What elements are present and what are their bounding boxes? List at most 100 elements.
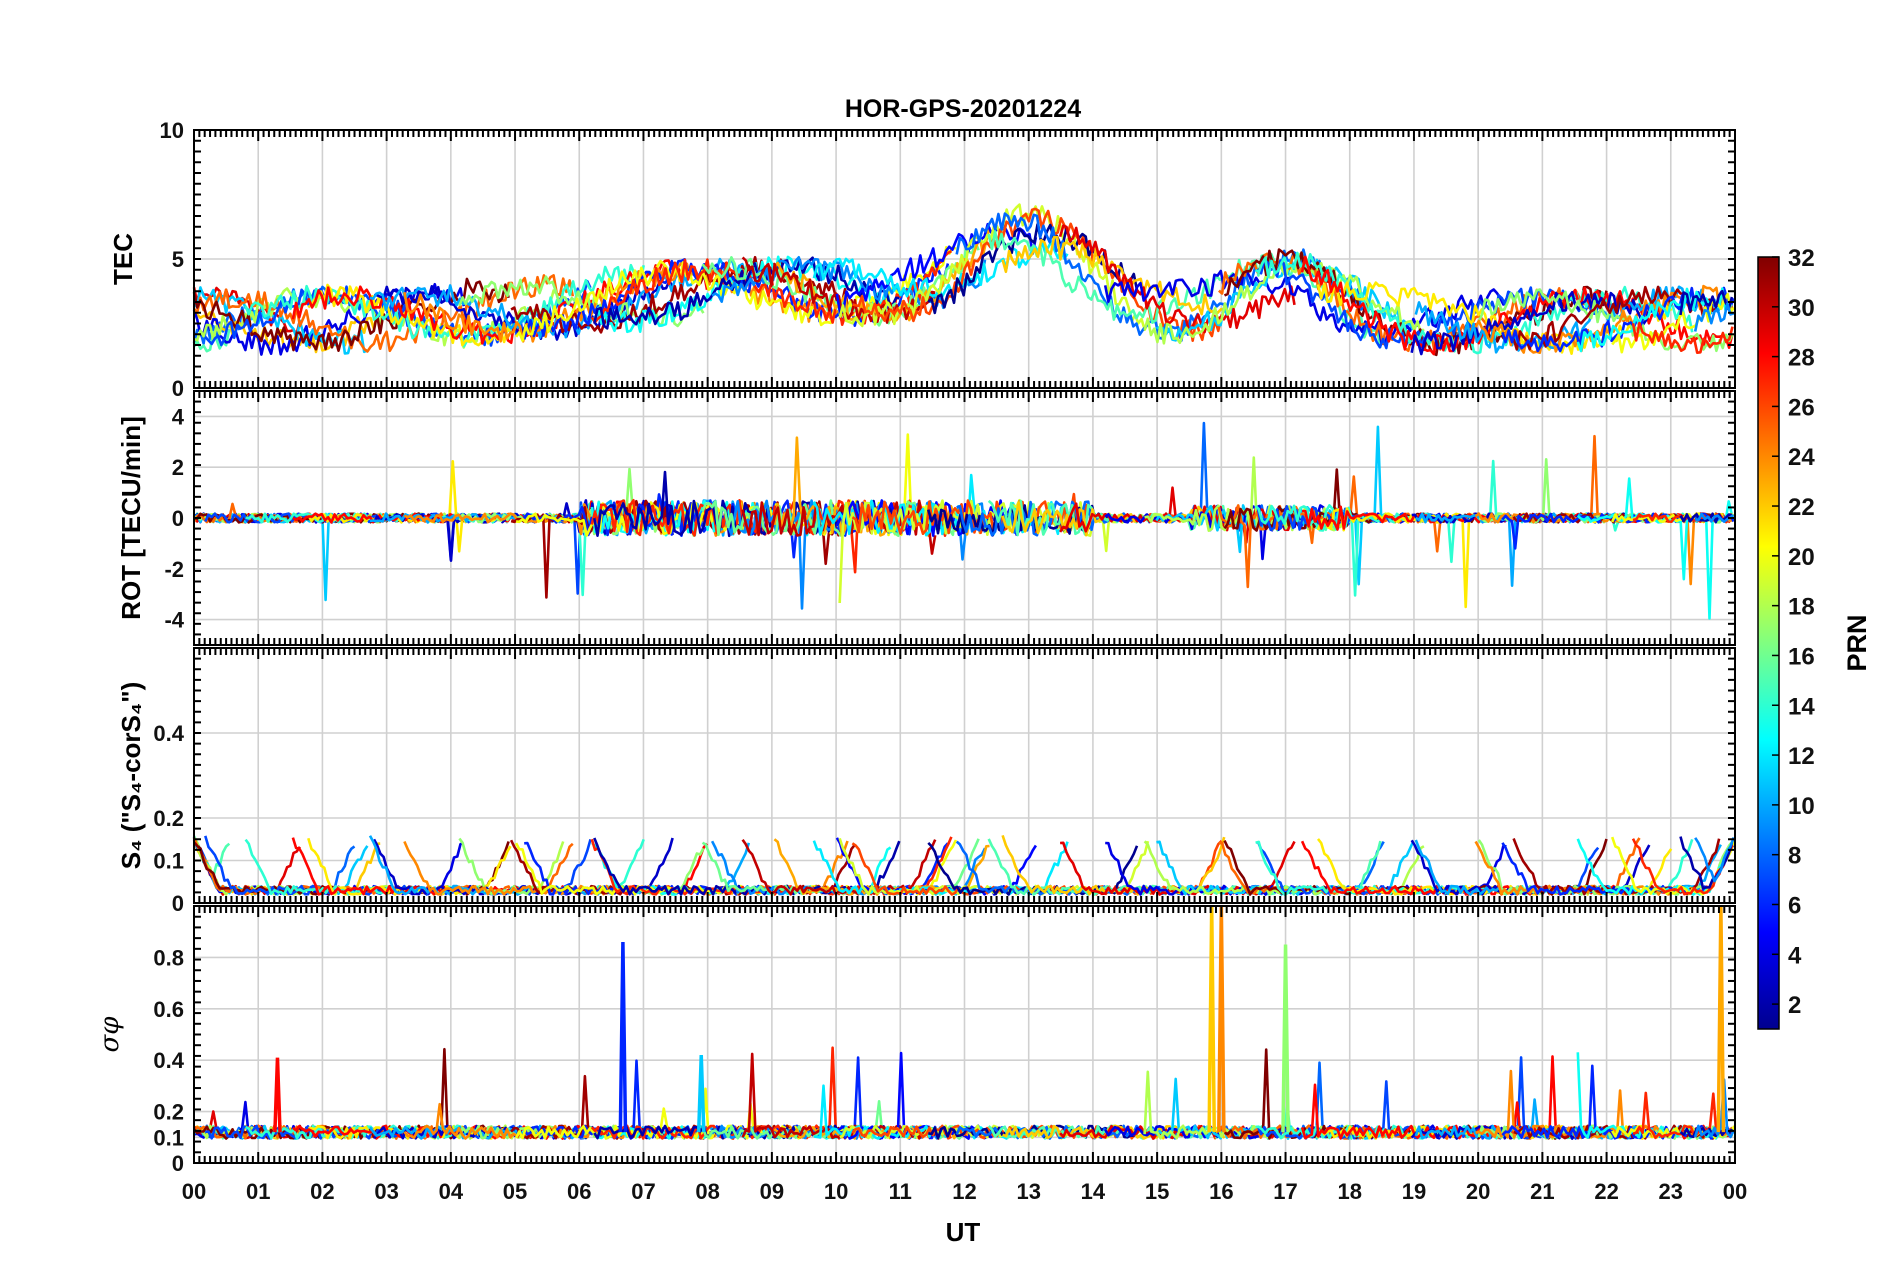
- y-tick-label: 0.2: [153, 806, 184, 831]
- y-tick-label: 10: [160, 118, 184, 143]
- colorbar-tick-label: 18: [1788, 594, 1815, 621]
- colorbar-tick-label: 32: [1788, 245, 1815, 272]
- y-tick-label: 0.6: [153, 997, 184, 1022]
- data-line: [591, 255, 892, 334]
- data-line: [1058, 224, 1296, 334]
- data-line: [1694, 512, 1735, 523]
- x-tick-label: 01: [246, 1179, 270, 1204]
- x-tick-label: 04: [439, 1179, 464, 1204]
- data-spike: [618, 941, 628, 1133]
- data-line: [852, 207, 1223, 342]
- sigma-phi-panel: 00.10.2 0.4 0.6 0.8 σφ: [95, 905, 1736, 1176]
- y-tick-label: 5: [172, 247, 184, 272]
- colorbar-tick-label: 28: [1788, 345, 1815, 372]
- x-tick-label: 21: [1530, 1179, 1554, 1204]
- colorbar-tick-label: 6: [1788, 892, 1801, 919]
- data-line: [1693, 302, 1735, 332]
- x-tick-label: 07: [631, 1179, 655, 1204]
- colorbar-gradient: [1757, 256, 1780, 1030]
- sigma-phi-panel-y-label: σφ: [95, 1016, 125, 1053]
- data-line: [1576, 287, 1733, 353]
- rot-panel-y-label: ROT [TECU/min]: [116, 416, 146, 620]
- data-line: [593, 256, 900, 330]
- data-spike: [273, 1057, 282, 1133]
- y-tick-label: -2: [164, 557, 184, 582]
- colorbar-tick-label: 4: [1788, 942, 1802, 969]
- data-line: [1679, 1126, 1733, 1139]
- data-line: [1477, 288, 1734, 353]
- x-tick-label: 02: [310, 1179, 334, 1204]
- x-tick-label: 14: [1081, 1179, 1106, 1204]
- x-tick-label: 17: [1273, 1179, 1297, 1204]
- x-tick-label: 10: [824, 1179, 848, 1204]
- tec-panel-y-label: TEC: [108, 233, 138, 285]
- x-tick-label: 00: [1723, 1179, 1747, 1204]
- x-tick-label: 03: [374, 1179, 398, 1204]
- x-tick-label: 13: [1016, 1179, 1040, 1204]
- data-line: [510, 255, 856, 334]
- y-tick-label: 0.1: [153, 1125, 184, 1150]
- colorbar-tick-label: 14: [1788, 693, 1815, 720]
- colorbar-tick-label: 30: [1788, 295, 1815, 322]
- x-tick-label: 15: [1145, 1179, 1169, 1204]
- data-line: [773, 436, 991, 537]
- data-line: [458, 275, 705, 328]
- sigma-phi-panel-grid: [193, 906, 1736, 1164]
- y-tick-label: 2: [172, 455, 184, 480]
- x-tick-label: 00: [182, 1179, 206, 1204]
- x-tick-label: 09: [760, 1179, 784, 1204]
- tec-panel-axes: 0 5 10: [160, 118, 1736, 401]
- x-tick-label: 19: [1402, 1179, 1426, 1204]
- colorbar-tick-label: 24: [1788, 444, 1815, 471]
- rot-panel: -4 -2 0 2 4 ROT [TECU/min]: [116, 390, 1736, 646]
- data-line: [812, 240, 1069, 298]
- sigma-phi-panel-series: [192, 905, 1736, 1140]
- data-line: [741, 838, 937, 896]
- x-axis-label: UT: [946, 1217, 981, 1247]
- x-tick-label: 20: [1466, 1179, 1490, 1204]
- colorbar-tick-label: 16: [1788, 643, 1815, 670]
- colorbar-tick-label: 20: [1788, 544, 1815, 571]
- data-line: [1631, 321, 1734, 354]
- y-tick-label: 0.2: [153, 1100, 184, 1125]
- x-tick-label: 23: [1659, 1179, 1683, 1204]
- y-tick-label: 0.4: [153, 721, 184, 746]
- s4-panel-grid: [193, 648, 1736, 904]
- s4-panel-axes: 0 0.1 0.2 0.4: [153, 647, 1736, 916]
- x-tick-label: 05: [503, 1179, 527, 1204]
- y-tick-label: 0: [172, 506, 184, 531]
- colorbar-label: PRN: [1842, 614, 1872, 671]
- y-tick-label: 0: [172, 376, 184, 401]
- s4-panel-series: [192, 834, 1736, 896]
- data-line: [1694, 837, 1735, 883]
- x-tick-label: 22: [1594, 1179, 1618, 1204]
- y-tick-label: 0.8: [153, 945, 184, 970]
- x-tick-label: 08: [695, 1179, 719, 1204]
- tec-panel-series: [192, 203, 1736, 357]
- data-spike: [1281, 944, 1290, 1133]
- colorbar-tick-label: 26: [1788, 394, 1815, 421]
- rot-panel-series: [192, 421, 1735, 620]
- x-tick-label: 12: [952, 1179, 976, 1204]
- data-line: [1693, 1078, 1735, 1139]
- y-tick-label: -4: [164, 608, 184, 633]
- x-tick-label: 16: [1209, 1179, 1233, 1204]
- chart-title: HOR-GPS-20201224: [845, 95, 1081, 123]
- s4-panel-y-label: S₄ ("S₄-corS₄"): [116, 682, 146, 870]
- colorbar-tick-label: 22: [1788, 494, 1815, 521]
- data-line: [1002, 1124, 1226, 1140]
- colorbar-tick-label: 10: [1788, 793, 1815, 820]
- x-axis: 00 01 02 03 04 05 06 07 08 09 10 11 12 13 14 15 16 17 18 19…: [182, 1179, 1747, 1204]
- tec-panel: 0 5 10 TEC: [108, 118, 1736, 401]
- rot-panel-axes: -4 -2 0 2 4: [164, 390, 1736, 646]
- colorbar-tick-label: 2: [1788, 992, 1801, 1019]
- y-tick-label: 4: [172, 404, 185, 429]
- colorbar-tick-label: 8: [1788, 843, 1801, 870]
- data-spike: [696, 1055, 706, 1133]
- sigma-phi-panel-axes: 00.10.2 0.4 0.6 0.8: [153, 905, 1736, 1176]
- y-tick-label: 0.4: [153, 1048, 184, 1073]
- data-line: [928, 1124, 1138, 1140]
